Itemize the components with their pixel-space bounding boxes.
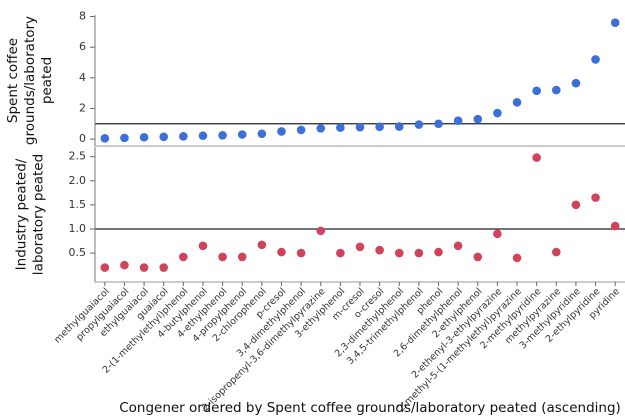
point <box>473 252 483 262</box>
point <box>277 247 286 257</box>
point <box>257 129 267 139</box>
point <box>375 122 384 132</box>
point <box>218 252 227 262</box>
y-axis-title: Industry peated/ <box>14 158 30 270</box>
point <box>100 263 110 272</box>
y-tick-label: 0 <box>79 132 86 145</box>
y-axis-title: grounds/laboratory <box>22 16 38 145</box>
point <box>336 123 345 132</box>
point <box>512 253 522 263</box>
point <box>434 119 443 129</box>
point <box>139 263 149 272</box>
point <box>179 132 188 141</box>
point <box>218 130 227 140</box>
point <box>355 122 365 132</box>
point <box>591 55 600 64</box>
point <box>198 241 208 251</box>
y-axis-title: peated <box>39 57 55 104</box>
point <box>551 85 561 95</box>
point <box>591 193 600 202</box>
y-tick-label: 2.0 <box>69 174 87 187</box>
point <box>394 248 404 258</box>
point <box>493 229 502 239</box>
point <box>355 242 365 252</box>
y-axis-title: laboratory peated <box>31 154 47 275</box>
point <box>159 132 169 142</box>
point <box>237 252 247 262</box>
point <box>296 125 306 135</box>
point <box>453 241 463 251</box>
point <box>493 108 502 118</box>
point <box>512 98 522 107</box>
point <box>532 153 541 162</box>
point <box>473 114 483 124</box>
y-tick-label: 4 <box>79 71 86 84</box>
y-tick-label: 1.0 <box>69 222 87 235</box>
y-axis-title: Spent coffee <box>5 38 21 123</box>
point <box>179 252 188 262</box>
point <box>414 248 424 258</box>
point <box>375 245 384 255</box>
point <box>296 248 306 258</box>
point <box>551 247 561 257</box>
y-tick-label: 1.5 <box>69 198 87 211</box>
point <box>257 240 267 250</box>
point <box>394 122 404 131</box>
point <box>120 133 129 143</box>
point <box>139 132 149 142</box>
x-axis-title: Congener ordered by Spent coffee grounds… <box>119 400 621 416</box>
point <box>316 124 326 133</box>
point <box>100 134 110 143</box>
point <box>159 263 169 272</box>
y-tick-label: 0.5 <box>69 246 87 259</box>
point <box>532 86 541 96</box>
point <box>610 18 620 27</box>
point <box>336 248 345 258</box>
point <box>453 116 463 126</box>
y-tick-label: 6 <box>79 40 86 53</box>
point <box>316 226 326 236</box>
point <box>277 127 286 136</box>
point <box>434 247 443 257</box>
y-tick-label: 2.5 <box>69 150 87 163</box>
y-tick-label: 8 <box>79 10 86 23</box>
point <box>237 130 247 139</box>
point <box>610 221 620 231</box>
point <box>120 260 129 270</box>
point <box>571 78 581 88</box>
point <box>571 200 581 210</box>
point <box>414 120 424 129</box>
point <box>198 131 208 141</box>
y-tick-label: 2 <box>79 101 86 114</box>
